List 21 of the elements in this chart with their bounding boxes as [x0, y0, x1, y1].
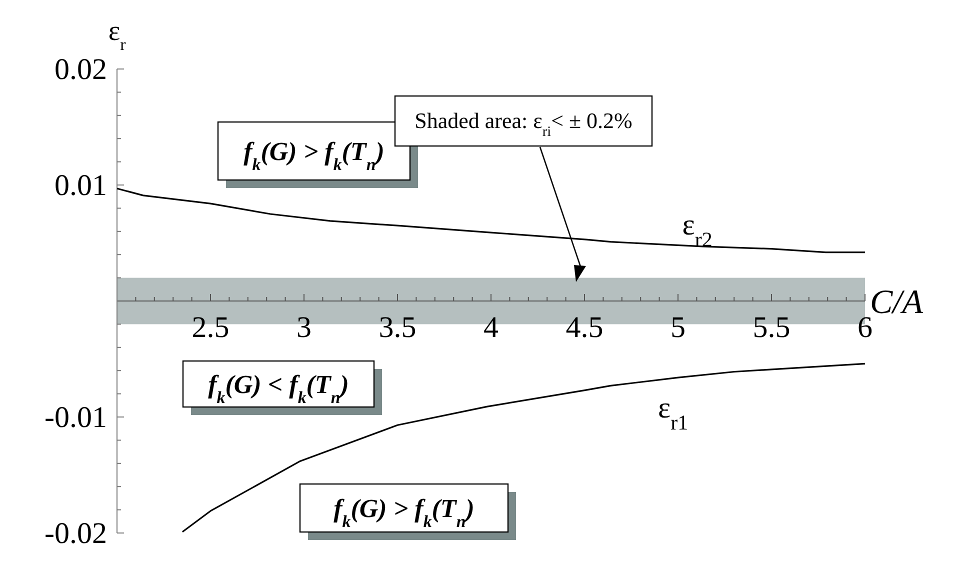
- y-tick-label: 0.02: [54, 53, 107, 86]
- y-tick-label: 0.01: [54, 169, 107, 202]
- annotation: f$_{k}$(G) > f$_{k}$(T$_{n}$): [334, 494, 474, 530]
- y-tick-label: -0.01: [44, 401, 107, 434]
- x-tick-label: 6: [858, 311, 872, 344]
- x-axis-title: C/A: [870, 284, 924, 321]
- x-tick-label: 5: [670, 311, 686, 344]
- series-label: ε$_{r1}$: [658, 392, 688, 435]
- x-tick-label: 2.5: [192, 311, 230, 344]
- annotation: f$_{k}$(G) > f$_{k}$(T$_{n}$): [244, 137, 384, 174]
- x-tick-label: 3: [296, 311, 312, 344]
- y-axis-title: ε$_{r}$: [108, 16, 126, 54]
- annotation: Shaded area: ε$_{ri}$< ± 0.2%: [414, 108, 632, 140]
- annotation: f$_{k}$(G) < f$_{k}$(T$_{n}$): [208, 370, 349, 406]
- x-tick-label: 4: [484, 311, 498, 344]
- y-tick-label: -0.02: [44, 517, 107, 550]
- x-tick-label: 5.5: [752, 311, 790, 344]
- x-tick-label: 3.5: [378, 311, 416, 344]
- x-tick-label: 4.5: [566, 311, 604, 344]
- line-series: [116, 188, 866, 254]
- line-series: [182, 362, 866, 533]
